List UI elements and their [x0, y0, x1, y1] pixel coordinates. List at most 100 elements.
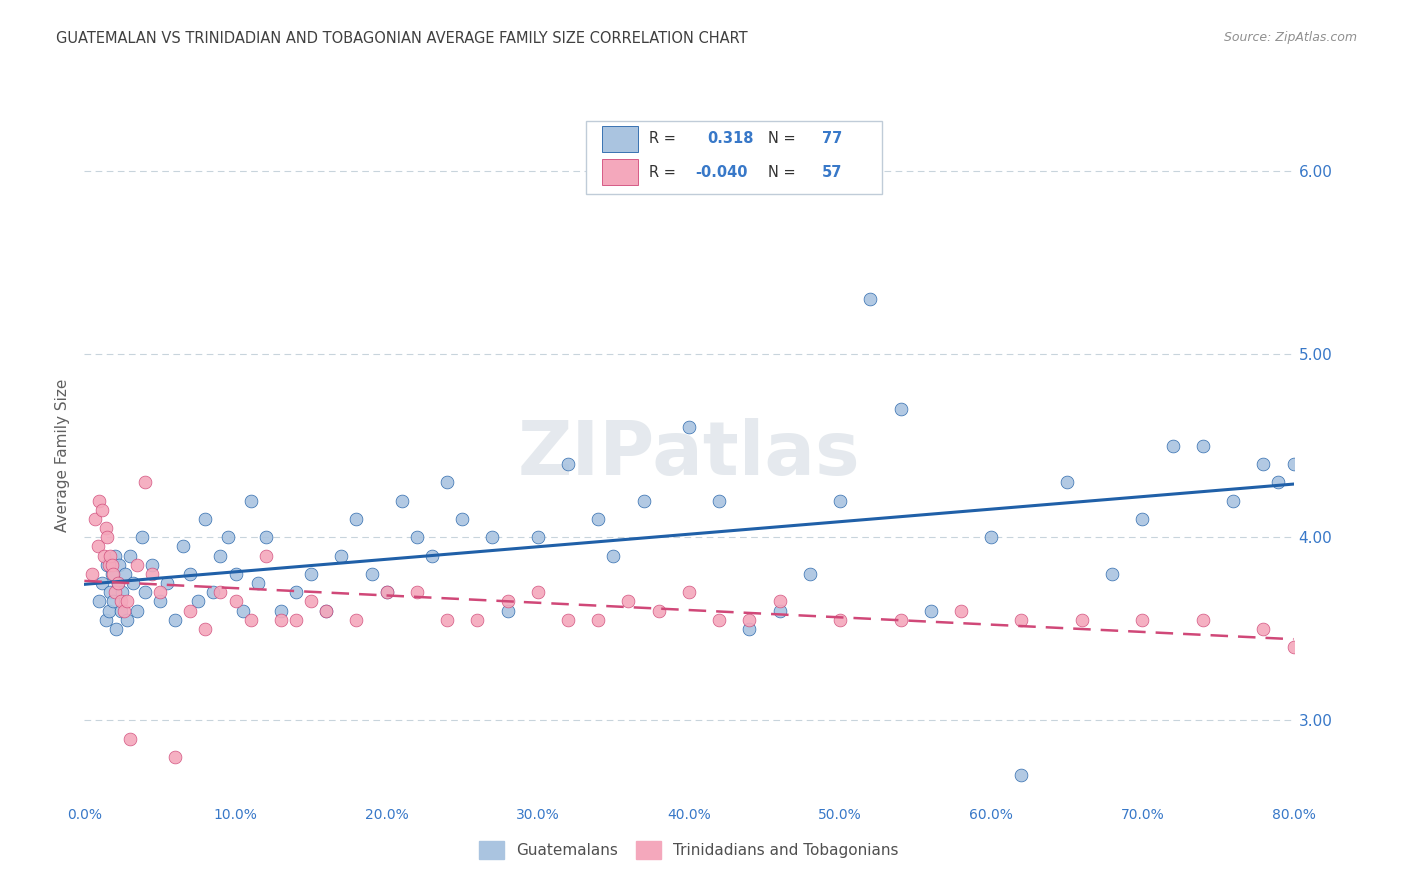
Point [830, 493, 852, 508]
Point [1267, 475, 1289, 490]
Point [134, 585, 156, 599]
Point [678, 420, 700, 434]
Point [194, 512, 217, 526]
Point [406, 585, 429, 599]
Point [104, 549, 127, 563]
Point [239, 613, 262, 627]
Y-axis label: Average Family Size: Average Family Size [55, 378, 70, 532]
Point [149, 585, 172, 599]
Point [225, 566, 247, 581]
Point [769, 603, 792, 617]
Point [617, 594, 640, 608]
Point [920, 603, 942, 617]
Point [91, 503, 114, 517]
Point [118, 731, 141, 746]
Point [270, 603, 292, 617]
Point [107, 576, 129, 591]
Point [633, 493, 655, 508]
Point [1192, 613, 1215, 627]
Point [98, 585, 121, 599]
Point [284, 585, 308, 599]
Point [709, 613, 731, 627]
Point [346, 613, 368, 627]
Point [96, 530, 118, 544]
Point [87, 540, 110, 554]
Point [557, 457, 579, 471]
Point [481, 530, 503, 544]
Point [118, 549, 141, 563]
Point [187, 594, 209, 608]
Point [890, 613, 912, 627]
Point [239, 493, 262, 508]
Point [98, 549, 121, 563]
Text: R =: R = [650, 165, 681, 180]
Point [950, 603, 973, 617]
Point [94, 521, 117, 535]
Point [980, 530, 1002, 544]
Point [97, 603, 120, 617]
Point [112, 603, 135, 617]
Point [299, 594, 322, 608]
Point [602, 549, 624, 563]
Text: -0.040: -0.040 [695, 165, 748, 180]
Point [217, 530, 239, 544]
Point [179, 603, 201, 617]
Point [678, 585, 700, 599]
Point [451, 512, 474, 526]
Point [859, 293, 882, 307]
Point [141, 558, 163, 572]
Point [101, 594, 124, 608]
Point [93, 549, 115, 563]
Point [131, 530, 153, 544]
Point [1101, 566, 1123, 581]
Text: GUATEMALAN VS TRINIDADIAN AND TOBAGONIAN AVERAGE FAMILY SIZE CORRELATION CHART: GUATEMALAN VS TRINIDADIAN AND TOBAGONIAN… [56, 31, 748, 46]
Point [299, 566, 322, 581]
Point [315, 603, 337, 617]
Text: 57: 57 [823, 165, 842, 180]
Point [769, 594, 792, 608]
Point [194, 622, 217, 636]
Text: Source: ZipAtlas.com: Source: ZipAtlas.com [1223, 31, 1357, 45]
Text: 77: 77 [823, 131, 842, 146]
Point [375, 585, 398, 599]
Point [100, 558, 122, 572]
Point [209, 585, 232, 599]
Point [89, 594, 111, 608]
Point [1161, 439, 1184, 453]
Point [1251, 622, 1274, 636]
Point [1010, 613, 1032, 627]
Point [360, 566, 382, 581]
Point [114, 566, 136, 581]
Point [588, 512, 610, 526]
Text: ZIPatlas: ZIPatlas [517, 418, 860, 491]
Point [110, 603, 132, 617]
Point [1222, 493, 1244, 508]
Point [1071, 613, 1094, 627]
Point [108, 558, 131, 572]
Point [315, 603, 337, 617]
Point [1130, 512, 1153, 526]
Point [141, 566, 163, 581]
Point [1192, 439, 1215, 453]
Point [110, 594, 132, 608]
Point [172, 540, 194, 554]
Point [647, 603, 671, 617]
Point [232, 603, 254, 617]
Text: N =: N = [768, 165, 800, 180]
Point [179, 566, 201, 581]
Point [247, 576, 270, 591]
Text: R =: R = [650, 131, 681, 146]
Point [101, 566, 124, 581]
Point [127, 603, 149, 617]
Point [1251, 457, 1274, 471]
Point [254, 530, 277, 544]
Point [149, 594, 172, 608]
Point [134, 475, 156, 490]
Text: N =: N = [768, 131, 800, 146]
Point [165, 613, 187, 627]
Point [709, 493, 731, 508]
Point [270, 613, 292, 627]
Point [1282, 457, 1305, 471]
Point [165, 750, 187, 764]
Point [127, 558, 149, 572]
